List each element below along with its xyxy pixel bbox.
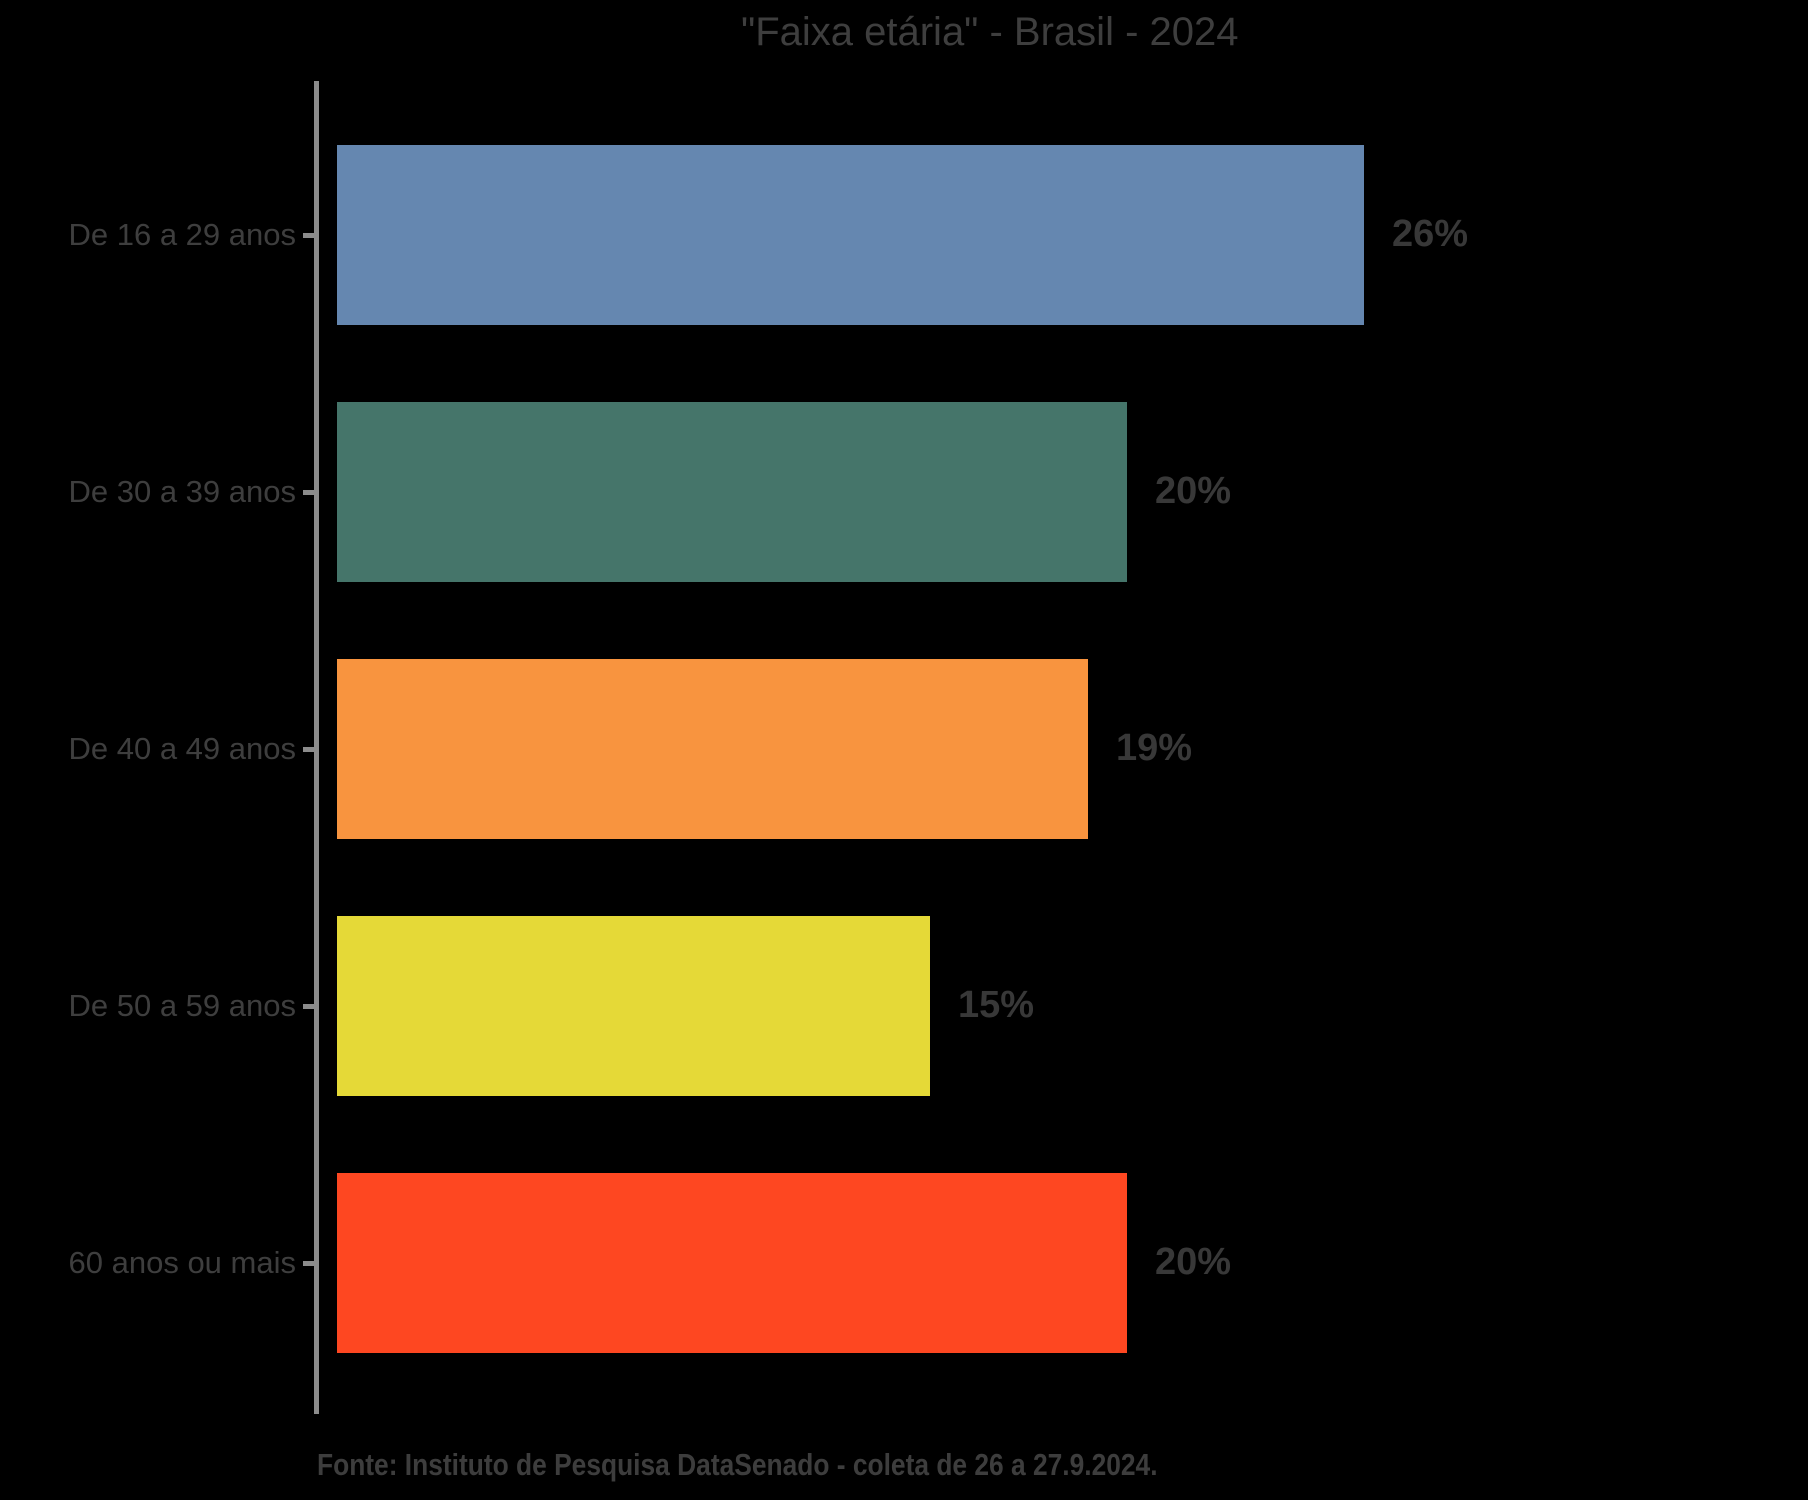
- axis-tick: [303, 233, 314, 238]
- source-note: Fonte: Instituto de Pesquisa DataSenado …: [317, 1447, 1158, 1482]
- value-label: 20%: [1155, 470, 1232, 512]
- category-label: De 50 a 59 anos: [68, 988, 296, 1023]
- category-label: De 30 a 39 anos: [68, 474, 296, 509]
- bar: [337, 916, 930, 1096]
- bar: [337, 1173, 1127, 1353]
- y-axis-line: [314, 81, 319, 1414]
- value-label: 20%: [1155, 1241, 1232, 1283]
- axis-tick: [303, 1261, 314, 1266]
- category-label: De 40 a 49 anos: [68, 731, 296, 766]
- axis-tick: [303, 747, 314, 752]
- value-label: 15%: [958, 984, 1035, 1026]
- chart-title: "Faixa etária" - Brasil - 2024: [741, 10, 1239, 54]
- bar: [337, 145, 1364, 325]
- value-label: 19%: [1116, 727, 1193, 769]
- value-label: 26%: [1392, 213, 1469, 255]
- axis-tick: [303, 1004, 314, 1009]
- category-label: De 16 a 29 anos: [68, 217, 296, 252]
- bar: [337, 659, 1088, 839]
- category-label: 60 anos ou mais: [68, 1245, 296, 1280]
- bar: [337, 402, 1127, 582]
- axis-tick: [303, 490, 314, 495]
